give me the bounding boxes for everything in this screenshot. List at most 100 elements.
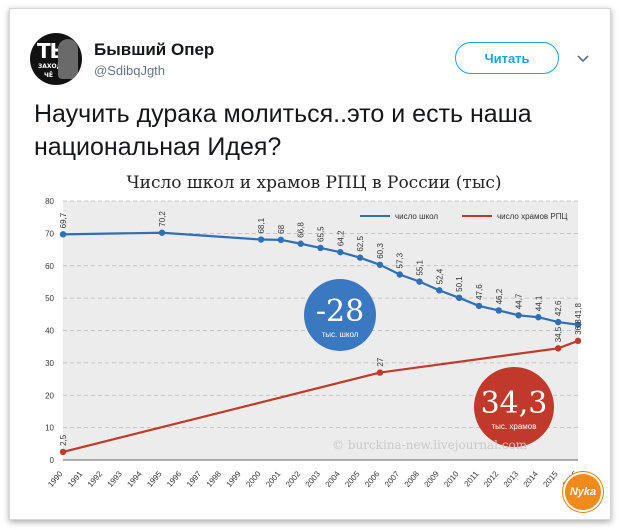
y-tick-label: 40 xyxy=(45,327,54,336)
x-tick-label: 2000 xyxy=(244,469,263,489)
x-tick-label: 2009 xyxy=(423,469,442,489)
y-tick-label: 80 xyxy=(45,197,54,206)
data-label: 57,3 xyxy=(396,252,405,268)
y-tick-label: 50 xyxy=(45,294,54,303)
data-label: 50,1 xyxy=(455,276,464,292)
y-tick-label: 20 xyxy=(45,391,54,400)
data-point xyxy=(416,278,423,285)
data-point xyxy=(515,312,522,319)
x-tick-label: 1996 xyxy=(165,469,184,489)
data-label: 62,5 xyxy=(356,236,365,252)
watermark: © burckina-new.livejournal.com xyxy=(332,438,528,452)
data-label: 44,7 xyxy=(515,293,524,309)
data-label: 44,1 xyxy=(534,295,543,311)
data-point xyxy=(257,236,265,243)
series-line-temples xyxy=(62,339,579,453)
x-tick-label: 1990 xyxy=(46,469,65,489)
data-label: 42,6 xyxy=(554,300,563,316)
x-tick-label: 2005 xyxy=(343,469,362,489)
x-tick-label: 2010 xyxy=(442,469,461,489)
avatar-subtext: ЗАХОДИ xyxy=(38,63,67,70)
data-point xyxy=(396,271,403,278)
data-point xyxy=(455,294,463,302)
x-tick-label: 2011 xyxy=(463,469,481,488)
data-label: 70,2 xyxy=(158,211,167,227)
data-point xyxy=(436,287,443,294)
x-tick-label: 1993 xyxy=(106,469,125,489)
data-point xyxy=(317,244,324,252)
x-tick-label: 2007 xyxy=(383,469,402,489)
data-point xyxy=(277,236,285,244)
data-label: 66,8 xyxy=(297,222,306,238)
data-point xyxy=(574,321,582,328)
data-point xyxy=(376,369,384,376)
chevron-down-icon[interactable] xyxy=(576,52,590,66)
legend-label-temples: число храмов РПЦ xyxy=(497,212,567,221)
data-point xyxy=(574,337,582,345)
x-tick-label: 1999 xyxy=(224,469,243,489)
y-tick-label: 70 xyxy=(45,229,54,238)
data-label: 52,4 xyxy=(435,268,444,284)
x-tick-label: 2003 xyxy=(304,469,323,489)
data-label: 41,8 xyxy=(574,303,583,319)
badge-circle xyxy=(304,279,376,351)
x-tick-label: 1994 xyxy=(125,469,144,489)
data-point xyxy=(59,231,67,238)
author-handle[interactable]: @SdibqJgth xyxy=(94,63,166,78)
x-tick-label: 2006 xyxy=(363,469,382,489)
data-label: 69,7 xyxy=(59,212,68,228)
badge-value: -28 xyxy=(316,294,364,329)
data-point xyxy=(495,307,502,314)
data-point xyxy=(337,248,344,256)
x-tick-label: 2001 xyxy=(264,469,283,489)
avatar-subtext-2: ЧЁ xyxy=(44,72,53,79)
data-label: 36,8 xyxy=(574,319,583,335)
data-label: 60,3 xyxy=(376,243,385,259)
data-point xyxy=(158,229,166,236)
data-label: 68 xyxy=(277,224,286,233)
data-label: 27 xyxy=(376,357,385,366)
x-tick-label: 1998 xyxy=(205,469,224,489)
badge-caption: тыс. школ xyxy=(322,330,359,339)
site-logo: Nyka xyxy=(563,472,603,512)
x-tick-label: 2004 xyxy=(324,469,343,489)
data-point xyxy=(554,318,562,326)
data-label: 34,5 xyxy=(554,326,563,342)
data-point xyxy=(297,240,304,247)
x-tick-label: 1991 xyxy=(66,469,85,489)
data-point xyxy=(554,345,562,352)
legend-label-schools: число школ xyxy=(395,212,438,221)
data-label: 46,2 xyxy=(495,288,504,304)
data-point xyxy=(59,448,67,456)
x-tick-label: 2008 xyxy=(403,469,422,489)
chart-title: Число школ и храмов РПЦ в России (тыс) xyxy=(126,173,502,193)
data-point xyxy=(376,261,384,268)
tweet-text: Научить дурака молиться..это и есть наша… xyxy=(34,100,532,161)
x-tick-label: 2014 xyxy=(522,469,541,489)
avatar[interactable]: ТЫ ЗАХОДИ ЧЁ xyxy=(30,33,82,85)
x-tick-label: 1995 xyxy=(145,469,164,489)
badge-circle xyxy=(474,367,554,447)
data-point xyxy=(356,254,364,261)
x-tick-label: 1992 xyxy=(86,469,105,489)
x-tick-label: 1997 xyxy=(185,469,204,489)
data-label: 55,1 xyxy=(416,259,425,275)
y-tick-label: 10 xyxy=(45,424,54,433)
x-tick-label: 2013 xyxy=(502,469,521,489)
x-tick-label: 2015 xyxy=(541,469,560,489)
badge-value: 34,3 xyxy=(481,386,548,421)
x-tick-label: 2012 xyxy=(482,469,501,489)
x-tick-label: 2002 xyxy=(284,469,303,489)
data-label: 64,2 xyxy=(336,230,345,246)
data-label: 68,1 xyxy=(257,217,266,233)
badge-caption: тыс. храмов xyxy=(492,422,537,431)
data-point xyxy=(475,302,483,310)
follow-button[interactable]: Читать xyxy=(455,42,559,74)
data-point xyxy=(535,314,542,321)
y-tick-label: 0 xyxy=(50,456,55,465)
y-tick-label: 60 xyxy=(45,262,54,271)
data-label: 47,6 xyxy=(475,284,484,300)
data-label: 65,5 xyxy=(317,226,326,242)
author-name[interactable]: Бывший Опер xyxy=(94,40,215,59)
